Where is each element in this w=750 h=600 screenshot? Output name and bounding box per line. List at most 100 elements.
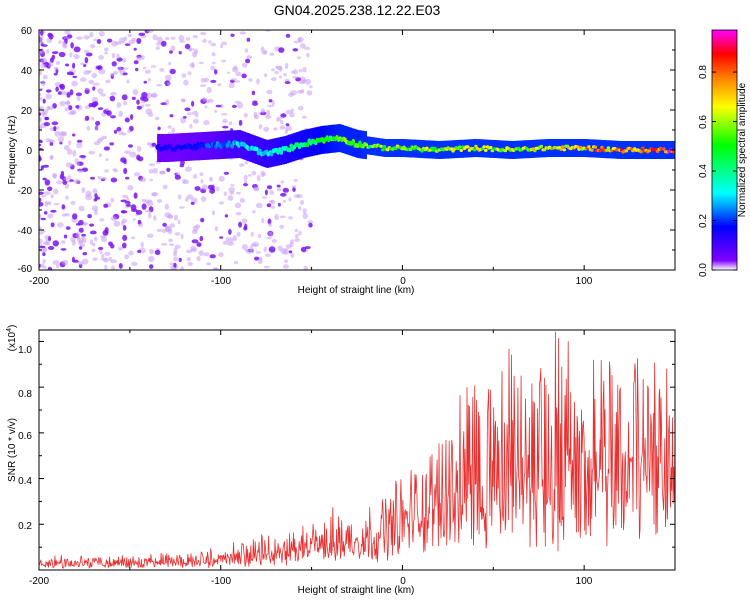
y-multiplier-base: (x10 — [7, 331, 18, 351]
spectrogram-noise-cell — [42, 252, 46, 257]
spectrogram-noise-cell — [42, 164, 50, 168]
spectrogram-ridge-cell — [379, 144, 384, 148]
spectrogram-ridge-cell — [559, 147, 563, 151]
spectrogram-noise-cell — [273, 127, 278, 131]
spectrogram-ridge-cell — [472, 148, 477, 152]
top-ytick-label: -20 — [18, 186, 33, 197]
spectrogram-ridge-halo — [595, 139, 598, 158]
spectrogram-noise-cell — [122, 67, 129, 70]
spectrogram-noise-cell — [264, 73, 268, 78]
spectrogram-noise-cell — [270, 205, 276, 209]
spectrogram-noise-cell — [39, 112, 42, 116]
snr-series-line — [39, 331, 675, 569]
spectrogram-noise-cell — [203, 252, 210, 257]
spectrogram-noise-cell — [187, 71, 192, 76]
spectrogram-ridge-cell — [672, 150, 675, 154]
spectrogram-noise-cell — [280, 192, 287, 197]
spectrogram-noise-cell — [284, 62, 289, 70]
spectrogram-noise-cell — [234, 80, 241, 83]
spectrogram-noise-cell — [235, 191, 241, 195]
spectrogram-noise-cell — [93, 141, 101, 146]
spectrogram-noise-cell — [243, 174, 248, 181]
spectrogram-noise-cell — [58, 51, 66, 58]
spectrogram-noise-cell — [39, 96, 43, 101]
top-ytick-label: 0 — [26, 146, 32, 157]
spectrogram-noise-cell — [132, 218, 136, 221]
spectrogram-noise-cell — [169, 262, 174, 266]
spectrogram-noise-cell — [222, 240, 228, 245]
spectrogram-noise-cell — [73, 53, 80, 60]
spectrogram-noise-cell — [137, 219, 142, 225]
spectrogram-noise-cell — [94, 193, 98, 199]
spectrogram-noise-cell — [283, 73, 287, 77]
spectrogram-noise-cell — [209, 254, 216, 259]
top-ytick-label: 20 — [21, 106, 33, 117]
spectrogram-noise-cell — [52, 103, 57, 109]
spectrogram-noise-cell — [86, 125, 91, 131]
spectrogram-noise-cell — [239, 31, 247, 35]
spectrogram-noise-cell — [177, 219, 181, 225]
spectrogram-noise-cell — [169, 68, 176, 75]
spectrogram-noise-cell — [111, 40, 118, 47]
spectrogram-noise-cell — [62, 180, 68, 185]
spectrogram-noise-cell — [208, 40, 212, 44]
spectrogram-noise-cell — [39, 213, 42, 220]
spectrogram-noise-cell — [149, 248, 154, 255]
spectrogram-noise-cell — [116, 126, 122, 132]
spectrogram-ridge-halo — [461, 139, 464, 158]
spectrogram-noise-cell — [251, 90, 256, 96]
spectrogram-noise-cell — [168, 238, 174, 243]
spectrogram-noise-cell — [178, 206, 186, 209]
spectrogram-noise-cell — [243, 113, 248, 118]
snr-marks — [39, 331, 675, 569]
spectrogram-noise-cell — [300, 246, 307, 253]
spectrogram-noise-cell — [130, 204, 137, 211]
spectrogram-noise-cell — [218, 252, 224, 258]
spectrogram-noise-cell — [279, 215, 286, 219]
spectrogram-noise-cell — [145, 108, 153, 115]
spectrogram-noise-cell — [122, 242, 127, 249]
spectrogram-noise-cell — [61, 259, 69, 265]
spectrogram-noise-cell — [256, 78, 260, 85]
spectrogram-noise-cell — [239, 198, 245, 203]
spectrogram-noise-cell — [302, 208, 307, 214]
spectrogram-noise-cell — [156, 36, 163, 43]
colorbar-ticks — [712, 71, 737, 271]
spectrogram-noise-cell — [230, 33, 235, 37]
spectrogram-noise-cell — [234, 100, 242, 104]
spectrogram-noise-cell — [92, 205, 99, 212]
spectrogram-noise-cell — [99, 218, 105, 222]
spectrogram-noise-cell — [147, 255, 155, 263]
spectrogram-noise-cell — [141, 198, 147, 203]
spectrogram-noise-cell — [215, 104, 222, 108]
spectrogram-noise-cell — [61, 41, 67, 48]
spectrogram-noise-cell — [146, 142, 151, 146]
spectrogram-noise-cell — [88, 79, 94, 85]
spectrogram-noise-cell — [214, 69, 218, 75]
spectrogram-noise-cell — [151, 93, 157, 98]
spectrogram-ridge-cell — [598, 149, 603, 153]
top-xtick-label: -200 — [29, 276, 49, 287]
spectrogram-noise-cell — [104, 47, 109, 52]
spectrogram-noise-cell — [110, 177, 118, 183]
spectrogram-noise-cell — [238, 119, 243, 126]
spectrogram-noise-cell — [180, 98, 186, 103]
spectrogram-noise-cell — [64, 30, 71, 35]
spectrogram-noise-cell — [284, 259, 288, 263]
spectrogram-noise-cell — [266, 236, 272, 240]
spectrogram-noise-cell — [303, 46, 311, 51]
spectrogram-noise-cell — [75, 105, 80, 109]
spectrogram-ridge-halo — [597, 139, 600, 158]
spectrogram-noise-cell — [278, 47, 285, 53]
spectrogram-noise-cell — [97, 175, 102, 180]
spectrogram-noise-cell — [70, 236, 76, 243]
spectrogram-noise-cell — [221, 41, 228, 46]
spectrogram-noise-cell — [124, 117, 130, 123]
spectrogram-noise-cell — [167, 82, 172, 86]
spectrogram-noise-cell — [268, 222, 272, 227]
spectrogram-noise-cell — [53, 202, 60, 206]
spectrogram-ridge-halo — [484, 139, 487, 158]
spectrogram-noise-cell — [69, 89, 74, 96]
bottom-xaxis-label: Height of straight line (km) — [298, 585, 415, 596]
spectrogram-noise-cell — [133, 60, 139, 65]
